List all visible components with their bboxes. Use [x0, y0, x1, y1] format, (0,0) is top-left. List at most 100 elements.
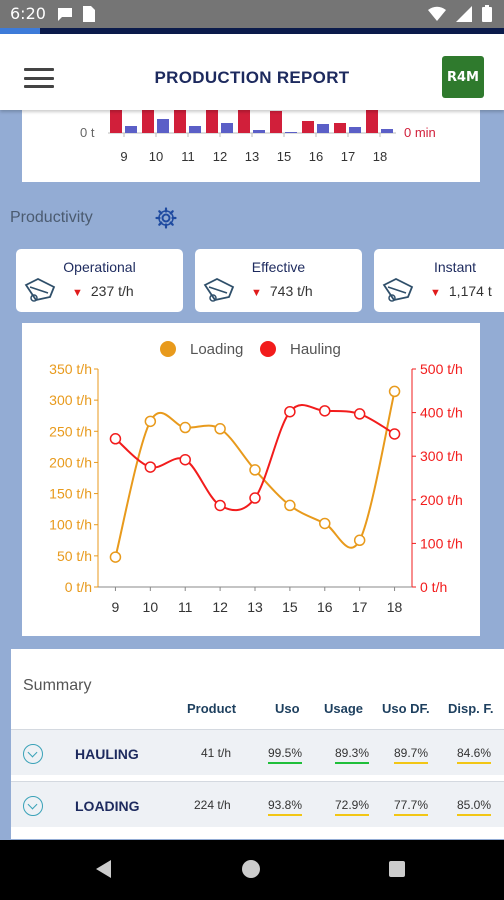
loading-data-point: [319, 517, 331, 530]
loading-legend-label: Loading: [190, 341, 243, 358]
loading-data-point: [214, 423, 226, 435]
x-tick-label: 12: [213, 149, 227, 164]
x-tick-label: 17: [341, 149, 355, 164]
expand-chevron-icon[interactable]: [23, 744, 43, 764]
product-value: 224 t/h: [194, 798, 231, 812]
truck-icon: [203, 277, 235, 302]
production-bar-chart: 0 t 0 min 9 10 11 12 13 15 16 17 18: [80, 100, 436, 164]
disp-f-value: 84.6%: [457, 746, 492, 764]
right-tick-label: 0 t/h: [420, 579, 447, 595]
x-tick-label: 15: [282, 599, 298, 615]
hauling-legend-label: Hauling: [290, 341, 341, 358]
kpi-value: ▼ 743 t/h: [251, 283, 313, 299]
hauling-data-point: [179, 453, 191, 466]
x-tick-label: 17: [352, 599, 368, 615]
column-header-uso: Uso: [275, 701, 300, 716]
disp-f-value: 85.0%: [457, 798, 492, 816]
left-tick-label: 0 t/h: [65, 579, 92, 595]
loading-data-point: [179, 421, 191, 434]
uso-df-value: 77.7%: [394, 798, 429, 816]
hauling-data-point: [388, 428, 401, 440]
x-tick-label: 13: [247, 599, 263, 615]
loading-data-point: [249, 464, 261, 476]
truck-icon: [382, 277, 414, 302]
hamburger-icon[interactable]: [24, 68, 54, 88]
x-tick-label: 11: [178, 599, 193, 615]
loading-data-point: [284, 499, 296, 512]
blue-bar: [253, 130, 265, 133]
down-arrow-icon: ▼: [72, 287, 83, 299]
hauling-data-point: [319, 405, 331, 417]
column-header-product: Product: [187, 701, 237, 716]
productivity-chart-card: 0 t/h 50 t/h 100 t/h 150 t/h 200 t/h 250 t/h 3…: [22, 323, 480, 636]
left-tick-label: 100 t/h: [49, 517, 92, 533]
right-tick-label: 500 t/h: [420, 361, 463, 377]
usage-value: 72.9%: [335, 798, 370, 816]
right-tick-label: 300 t/h: [420, 448, 463, 464]
blue-bar: [285, 132, 297, 133]
kpi-card-instant[interactable]: Instant ▼ 1,174 t: [374, 249, 504, 312]
kpi-title: Instant: [434, 259, 477, 275]
kpi-card-effective[interactable]: Effective ▼ 743 t/h: [195, 249, 362, 312]
x-tick-label: 12: [212, 599, 228, 615]
blue-bar: [317, 124, 329, 133]
x-tick-label: 9: [120, 149, 127, 164]
loading-data-point: [109, 551, 122, 563]
kpi-title: Effective: [251, 259, 306, 275]
summary-panel: Summary Product Uso Usage Uso DF. Disp. …: [11, 649, 504, 839]
production-bar-chart-card: 0 t 0 min 9 10 11 12 13 15 16 17 18: [22, 100, 480, 182]
left-tick-label: 350 t/h: [49, 361, 92, 377]
expand-chevron-icon[interactable]: [23, 796, 43, 816]
status-bar: 6:20: [0, 0, 504, 28]
wifi-icon: [428, 6, 446, 21]
left-tick-label: 200 t/h: [49, 454, 92, 470]
uso-df-value: 89.7%: [394, 746, 429, 764]
column-header-uso-df: Uso DF.: [382, 701, 430, 716]
x-tick-label: 13: [245, 149, 259, 164]
blue-bar: [221, 123, 233, 133]
kpi-card-operational[interactable]: Operational ▼ 237 t/h: [16, 249, 183, 312]
productivity-title: Productivity: [10, 209, 93, 226]
home-icon[interactable]: [242, 860, 260, 878]
kpi-title: Operational: [63, 259, 136, 275]
blue-bar: [157, 119, 169, 133]
loading-legend-marker: [160, 341, 176, 357]
loading-data-point: [144, 415, 157, 428]
back-icon[interactable]: [96, 860, 111, 878]
left-tick-label: 300 t/h: [49, 392, 92, 408]
truck-icon: [24, 277, 56, 302]
summary-row-hauling[interactable]: HAULING 41 t/h 99.5% 89.3% 89.7% 84.6%: [11, 729, 504, 775]
blue-bar: [349, 127, 361, 133]
right-tick-label: 400 t/h: [420, 405, 463, 421]
x-tick-label: 10: [143, 599, 159, 615]
sim-icon: [83, 6, 95, 22]
loading-data-point: [388, 385, 401, 398]
chat-icon: [58, 8, 72, 21]
summary-title: Summary: [23, 677, 92, 694]
progress-fill: [0, 28, 41, 34]
x-tick-label: 10: [149, 149, 163, 164]
x-tick-label: 18: [373, 149, 387, 164]
uso-value: 99.5%: [268, 746, 303, 764]
summary-row-loading[interactable]: LOADING 224 t/h 93.8% 72.9% 77.7% 85.0%: [11, 781, 504, 827]
kpi-value: ▼ 237 t/h: [72, 283, 134, 299]
red-bar: [366, 105, 378, 133]
left-tick-label: 50 t/h: [57, 548, 92, 564]
logo-text: R4M: [447, 69, 479, 85]
system-nav-bar: [0, 840, 504, 900]
x-tick-label: 15: [277, 149, 291, 164]
gear-icon[interactable]: [154, 206, 178, 230]
kpi-value: ▼ 1,174 t: [430, 283, 492, 299]
recent-apps-icon[interactable]: [389, 861, 405, 877]
signal-icon: [456, 5, 472, 22]
down-arrow-icon: ▼: [251, 287, 262, 299]
x-tick-label: 16: [317, 599, 333, 615]
status-time: 6:20: [10, 4, 46, 23]
hauling-data-point: [214, 499, 226, 512]
blue-bar: [189, 126, 201, 133]
loading-data-point: [353, 534, 366, 547]
left-axis-label: 0 t: [80, 125, 95, 140]
right-tick-label: 100 t/h: [420, 535, 463, 551]
x-tick-label: 11: [181, 149, 195, 164]
